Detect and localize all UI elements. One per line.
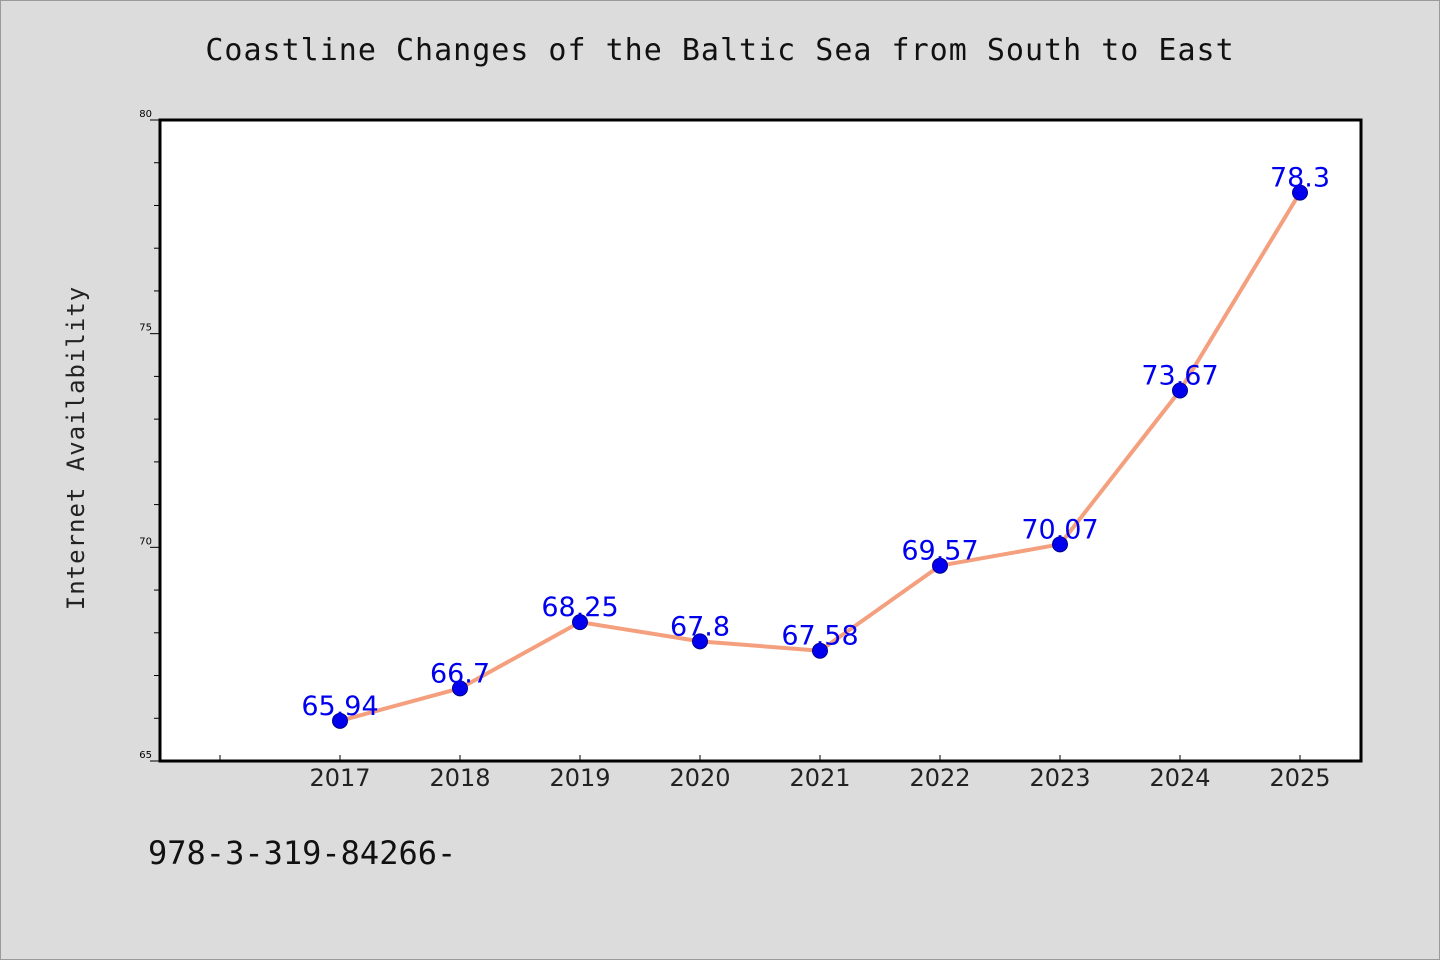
footer-code: 978-3-319-84266- xyxy=(148,834,457,872)
x-tick-label: 2021 xyxy=(789,764,850,792)
plot-area xyxy=(158,118,1363,763)
y-tick-label: 80 xyxy=(139,109,152,120)
data-label: 73.67 xyxy=(1141,361,1218,392)
data-label: 67.8 xyxy=(670,611,730,642)
data-label: 66.7 xyxy=(430,658,490,689)
series-markers xyxy=(332,184,1308,729)
data-point xyxy=(572,614,588,631)
data-labels: 65.94 66.7 68.25 67.8 67.58 69.57 70.07 73.67 78… xyxy=(301,163,1330,722)
x-tick-label: 2020 xyxy=(669,764,730,792)
data-point xyxy=(1052,536,1068,553)
x-tick-label: 2022 xyxy=(909,764,970,792)
data-point xyxy=(692,633,708,650)
data-point xyxy=(452,680,468,697)
chart-title: Coastline Changes of the Baltic Sea from… xyxy=(205,33,1235,68)
data-point xyxy=(812,642,828,659)
x-tick-label: 2017 xyxy=(309,764,370,792)
x-tick-label: 2025 xyxy=(1269,764,1330,792)
x-tick-label: 2019 xyxy=(549,764,610,792)
data-point xyxy=(332,712,348,729)
data-point xyxy=(1292,184,1308,201)
y-tick-label: 65 xyxy=(139,750,152,761)
y-tick-label: 75 xyxy=(139,323,152,334)
data-label: 70.07 xyxy=(1021,514,1098,545)
x-tick-label: 2023 xyxy=(1029,764,1090,792)
data-label: 65.94 xyxy=(301,691,378,722)
y-axis-ticks: 65 70 75 80 xyxy=(139,109,160,762)
x-tick-label: 2024 xyxy=(1149,764,1210,792)
data-label: 67.58 xyxy=(781,621,858,652)
y-tick-label: 70 xyxy=(139,536,152,547)
data-label: 68.25 xyxy=(541,592,618,623)
data-point xyxy=(932,557,948,574)
x-tick-label: 2018 xyxy=(429,764,490,792)
x-axis-ticks: 2017 2018 2019 2020 2021 2022 2023 2024 2025 xyxy=(219,755,1331,792)
data-label: 69.57 xyxy=(901,536,978,567)
data-label: 78.3 xyxy=(1270,163,1330,194)
data-point xyxy=(1172,382,1188,399)
